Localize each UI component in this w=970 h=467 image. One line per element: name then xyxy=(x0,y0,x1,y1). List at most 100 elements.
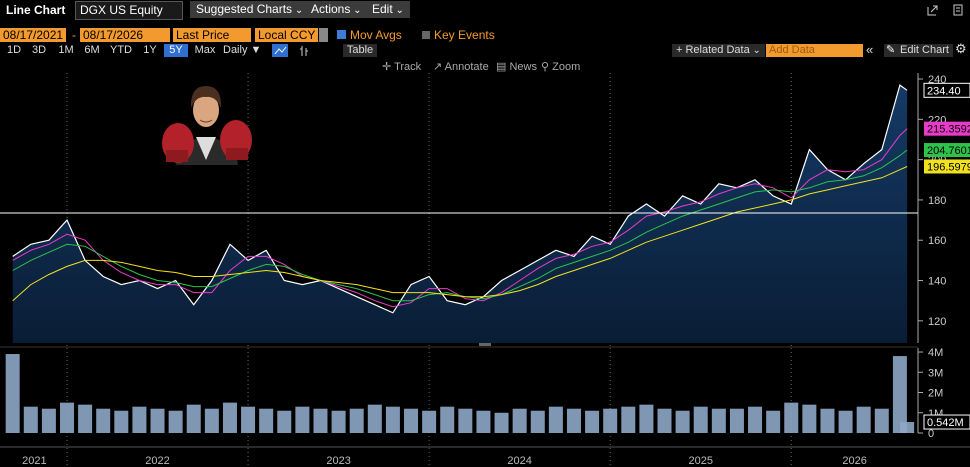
volume-bar xyxy=(820,408,835,433)
table-button[interactable]: Table xyxy=(343,44,377,57)
window-icons[interactable] xyxy=(926,3,966,17)
track-tool[interactable]: ✛ Track xyxy=(382,61,422,73)
y-tick-label: 140 xyxy=(928,276,946,288)
y-tick-label: 120 xyxy=(928,316,946,328)
currency-select[interactable]: Local CCY xyxy=(255,28,318,42)
pane-resize-handle[interactable] xyxy=(479,343,491,346)
last-value-label: 234.40 xyxy=(927,85,961,97)
volume-bar xyxy=(404,408,419,433)
volume-bar xyxy=(766,410,781,433)
edit-chart-button[interactable]: Edit Chart xyxy=(884,44,953,57)
x-tick-label: 2023 xyxy=(326,455,350,467)
price-area xyxy=(12,85,908,343)
tool-label: News xyxy=(509,61,537,73)
volume-bar xyxy=(168,410,183,433)
period-button[interactable]: 3D xyxy=(31,44,47,56)
add-data-input[interactable]: Add Data xyxy=(766,44,863,57)
volume-bar xyxy=(530,410,545,433)
volume-bar xyxy=(186,404,201,433)
volume-bar xyxy=(603,408,618,433)
volume-bar xyxy=(440,406,455,433)
field-select[interactable]: Last Price xyxy=(173,28,251,42)
mov-avgs-checkbox[interactable] xyxy=(337,30,346,39)
volume-bar xyxy=(295,406,310,433)
volume-bar xyxy=(5,354,20,433)
volume-bar xyxy=(150,408,165,433)
settings-icon[interactable]: ⚙ xyxy=(955,41,967,56)
volume-bar xyxy=(548,406,563,433)
y-tick-label: 2M xyxy=(928,388,943,400)
moving-average-line xyxy=(12,128,908,308)
volume-bar xyxy=(675,410,690,433)
actions-menu[interactable]: Actions xyxy=(305,1,368,18)
x-tick-label: 2025 xyxy=(688,455,712,467)
annotate-tool[interactable]: ↗ Annotate xyxy=(433,61,489,73)
volume-bar xyxy=(277,410,292,433)
volume-bar xyxy=(114,410,129,433)
last-value-label: 196.5979 xyxy=(927,161,970,173)
volume-bar xyxy=(621,406,636,433)
collapse-button[interactable]: « xyxy=(866,42,874,57)
volume-bar xyxy=(78,404,93,433)
news-tool[interactable]: ▤ News xyxy=(496,61,537,73)
last-value-label: 215.3592 xyxy=(927,124,970,136)
volume-bar xyxy=(657,408,672,433)
last-value-label: 204.7601 xyxy=(927,145,970,157)
volume-bar xyxy=(494,412,509,433)
key-events-label[interactable]: Key Events xyxy=(434,28,495,42)
volume-bar xyxy=(59,402,74,433)
volume-bar xyxy=(132,406,147,433)
chart-style-icons[interactable] xyxy=(272,44,322,57)
zoom-tool[interactable]: ⚲ Zoom xyxy=(541,61,581,73)
volume-bar xyxy=(729,408,744,433)
last-value-box xyxy=(923,82,970,98)
volume-bar xyxy=(458,408,473,433)
date-separator: - xyxy=(72,28,76,42)
period-button[interactable]: 1D xyxy=(6,44,22,56)
related-data-menu[interactable]: + Related Data xyxy=(672,44,765,57)
volume-bar xyxy=(367,404,382,433)
security-input[interactable]: DGX US Equity xyxy=(75,1,183,20)
tool-label: Track xyxy=(394,61,422,73)
volume-bar xyxy=(874,408,889,433)
y-tick-label: 180 xyxy=(928,195,946,207)
volume-bar xyxy=(566,408,581,433)
volume-bar xyxy=(241,406,256,433)
period-button-selected[interactable]: 5Y xyxy=(164,44,188,57)
y-tick-label: 0 xyxy=(928,428,934,440)
y-tick-label: 4M xyxy=(928,347,943,359)
volume-bar xyxy=(422,410,437,433)
tool-label: Annotate xyxy=(444,61,489,73)
start-date[interactable]: 08/17/2021 xyxy=(0,28,67,42)
volume-bar xyxy=(259,408,274,433)
volume-bar xyxy=(204,408,219,433)
period-button[interactable]: 1M xyxy=(58,44,74,56)
currency-dropdown[interactable] xyxy=(319,28,328,42)
volume-bar xyxy=(802,404,817,433)
volume-bar xyxy=(748,406,763,433)
period-button[interactable]: YTD xyxy=(110,44,132,56)
last-value-label: 0.542M xyxy=(927,417,964,429)
y-tick-label: 160 xyxy=(928,235,946,247)
last-value-box xyxy=(924,121,970,136)
edit-menu[interactable]: Edit xyxy=(366,1,410,18)
suggested-charts-menu[interactable]: Suggested Charts xyxy=(190,1,310,18)
key-events-checkbox[interactable] xyxy=(422,31,430,39)
mov-avgs-label[interactable]: Mov Avgs xyxy=(350,28,402,42)
volume-bar xyxy=(349,408,364,433)
volume-bar xyxy=(784,402,799,433)
volume-bar xyxy=(693,406,708,433)
volume-bar xyxy=(838,410,853,433)
volume-bar xyxy=(856,406,871,433)
period-button[interactable]: 1Y xyxy=(143,44,157,56)
period-button[interactable]: Max xyxy=(194,44,216,56)
period-button[interactable]: 6M xyxy=(84,44,100,56)
volume-bar xyxy=(711,408,726,433)
end-date[interactable]: 08/17/2026 xyxy=(80,28,170,42)
last-value-box xyxy=(924,143,970,158)
y-tick-label: 3M xyxy=(928,367,943,379)
frequency-select[interactable]: Daily ▼ xyxy=(223,44,262,56)
volume-bar xyxy=(222,402,237,433)
